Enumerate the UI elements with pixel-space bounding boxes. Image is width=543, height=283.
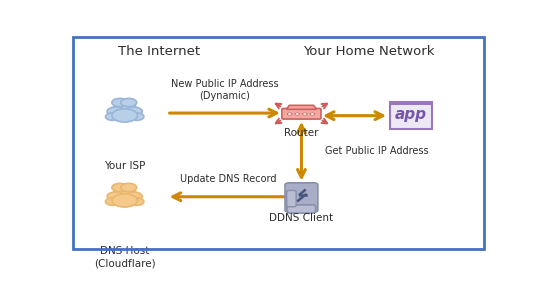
Text: Update DNS Record: Update DNS Record — [180, 174, 276, 184]
Text: Your Home Network: Your Home Network — [304, 45, 435, 58]
FancyBboxPatch shape — [282, 108, 321, 119]
Circle shape — [311, 113, 314, 115]
Circle shape — [295, 113, 299, 115]
Text: app: app — [395, 107, 427, 122]
Text: The Internet: The Internet — [118, 45, 200, 58]
FancyBboxPatch shape — [390, 102, 432, 105]
Circle shape — [125, 192, 142, 201]
Circle shape — [113, 102, 136, 113]
Text: Router: Router — [284, 128, 319, 138]
FancyBboxPatch shape — [287, 190, 296, 207]
Circle shape — [105, 198, 120, 205]
Text: Your ISP: Your ISP — [104, 161, 146, 171]
Circle shape — [129, 198, 144, 205]
Circle shape — [302, 113, 307, 115]
FancyBboxPatch shape — [287, 205, 315, 213]
Circle shape — [112, 183, 128, 192]
Circle shape — [112, 194, 137, 207]
Circle shape — [107, 107, 125, 116]
Circle shape — [113, 187, 136, 198]
Circle shape — [310, 113, 315, 115]
Circle shape — [121, 183, 137, 192]
Circle shape — [287, 113, 292, 115]
Text: DNS Host
(Cloudflare): DNS Host (Cloudflare) — [94, 246, 155, 268]
Circle shape — [303, 113, 306, 115]
FancyBboxPatch shape — [390, 102, 432, 129]
Circle shape — [125, 107, 142, 116]
Circle shape — [129, 113, 144, 120]
FancyBboxPatch shape — [285, 183, 318, 212]
Text: New Public IP Address
(Dynamic): New Public IP Address (Dynamic) — [171, 80, 279, 101]
Circle shape — [112, 98, 128, 107]
Text: Get Public IP Address: Get Public IP Address — [325, 146, 428, 156]
Circle shape — [288, 113, 292, 115]
Circle shape — [107, 192, 125, 201]
Text: DDNS Client: DDNS Client — [269, 213, 333, 223]
Circle shape — [121, 98, 137, 107]
Polygon shape — [286, 105, 317, 109]
Circle shape — [294, 113, 300, 115]
Circle shape — [105, 113, 120, 120]
Circle shape — [112, 109, 137, 122]
